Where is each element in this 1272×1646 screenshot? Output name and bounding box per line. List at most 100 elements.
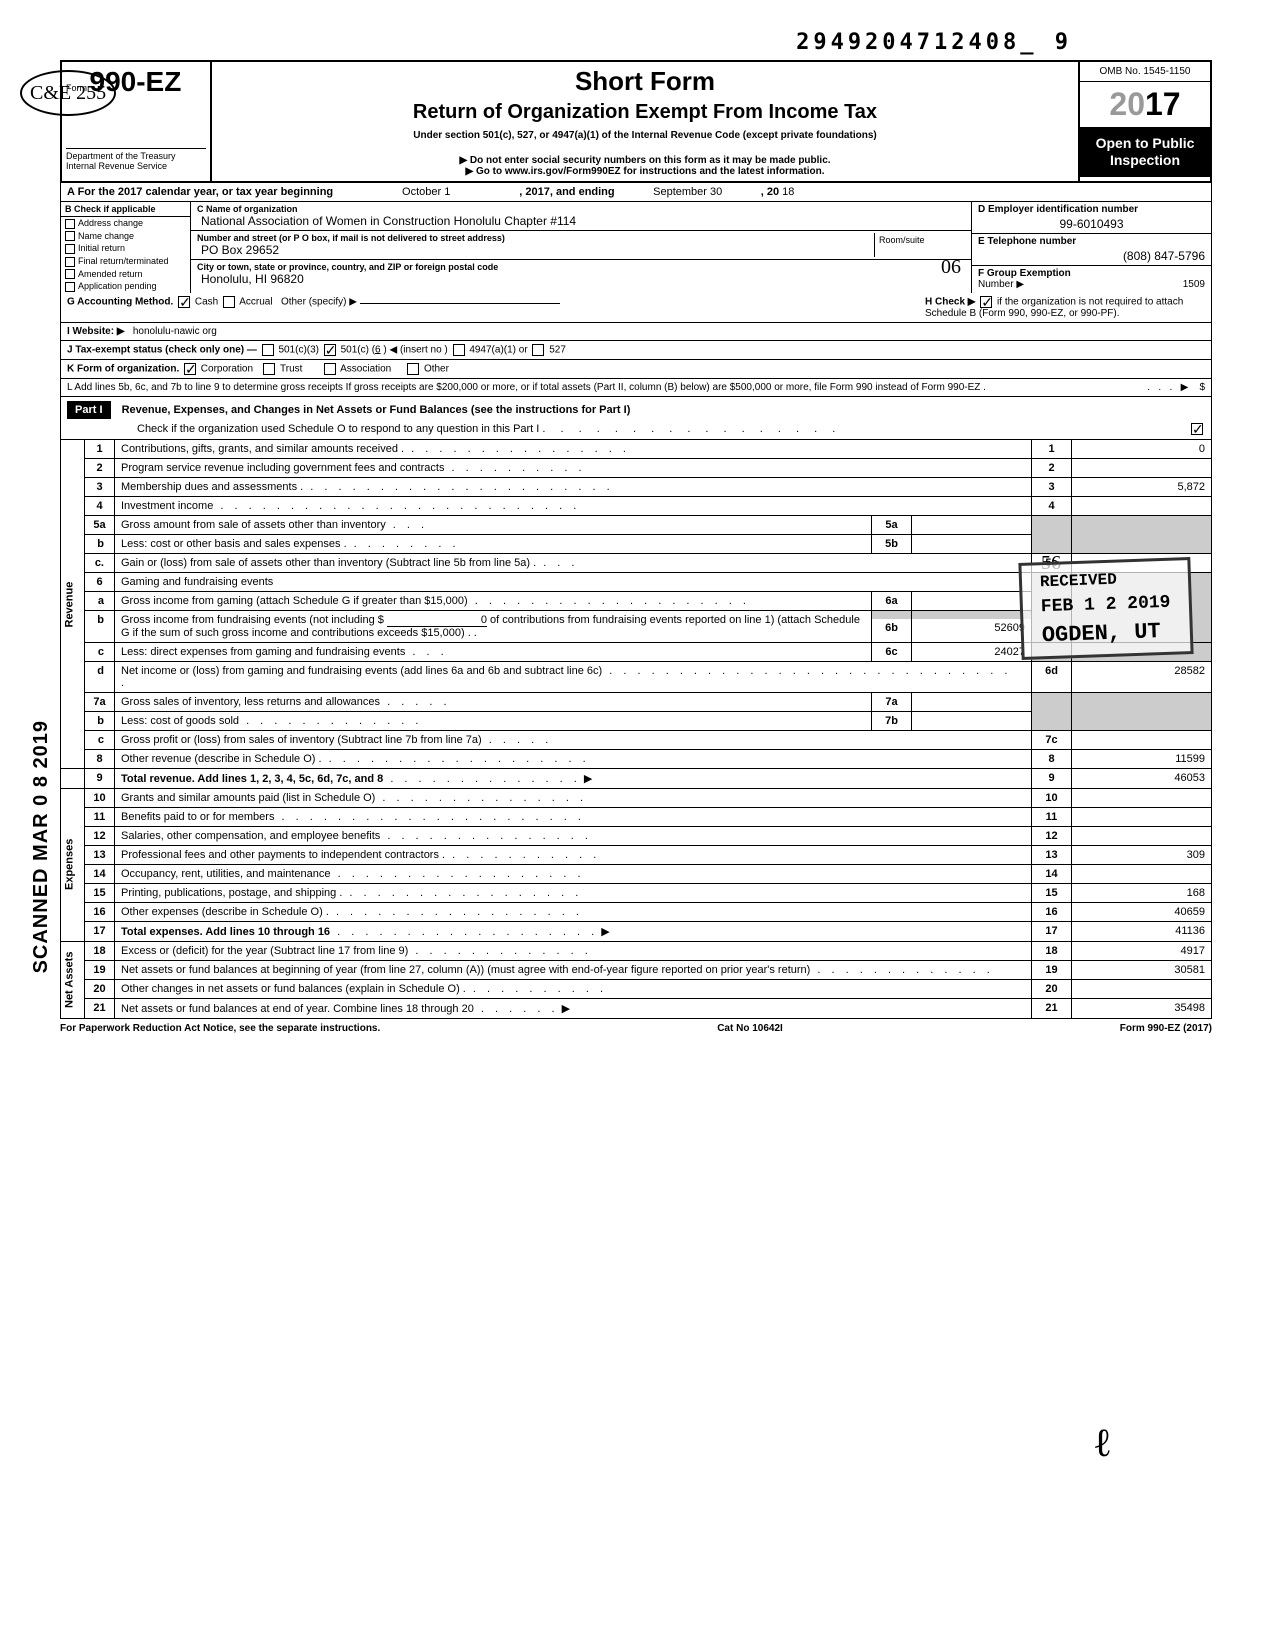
line2-value [1072,458,1212,477]
line7a-value [912,692,1032,711]
line10-value [1072,788,1212,807]
check-accrual[interactable] [223,296,235,308]
group-label: F Group Exemption [978,268,1071,279]
header-info-block: B Check if applicable Address change Nam… [60,202,1212,293]
row-l: L Add lines 5b, 6c, and 7b to line 9 to … [60,379,1212,397]
handwritten-city-note: 06 [941,256,961,279]
ssn-warning: ▶ Do not enter social security numbers o… [222,155,1068,166]
row-l-text: L Add lines 5b, 6c, and 7b to line 9 to … [67,382,986,393]
check-corp[interactable] [184,363,196,375]
row-a-tax-year: A For the 2017 calendar year, or tax yea… [60,183,1212,202]
line21-value: 35498 [1072,998,1212,1018]
501c-number: 6 [375,344,381,355]
check-name-change[interactable]: Name change [61,230,190,243]
handwritten-corner-note: C&E 255 [20,70,116,116]
check-address-change[interactable]: Address change [61,217,190,230]
line3-value: 5,872 [1072,477,1212,496]
org-name-label: C Name of organization [197,204,965,214]
section-b-header: B Check if applicable [61,202,190,217]
phone-value: (808) 847-5796 [978,247,1205,263]
part1-table: Revenue 1 Contributions, gifts, grants, … [60,440,1212,1019]
netassets-label: Net Assets [61,941,85,1018]
footer-left: For Paperwork Reduction Act Notice, see … [60,1023,380,1034]
check-schedule-o[interactable] [1191,423,1203,435]
check-app-pending[interactable]: Application pending [61,280,190,293]
check-trust[interactable] [263,363,275,375]
open-to-public: Open to Public Inspection [1080,127,1210,177]
check-final-return[interactable]: Final return/terminated [61,255,190,268]
line6a-value [912,591,1032,610]
line17-value: 41136 [1072,921,1212,941]
line16-value: 40659 [1072,902,1212,921]
received-location: OGDEN, UT [1042,619,1172,649]
tax-year-begin: October 1 [336,186,516,198]
row-a-label: A For the 2017 calendar year, or tax yea… [67,186,333,198]
row-i: I Website: ▶ honolulu-nawic org [60,323,1212,341]
line20-value [1072,979,1212,998]
row-k-label: K Form of organization. [67,363,179,374]
row-k: K Form of organization. Corporation Trus… [60,360,1212,379]
line12-value [1072,826,1212,845]
year-prefix: 20 [1109,86,1145,122]
line4-value [1072,496,1212,515]
line11-value [1072,807,1212,826]
city-label: City or town, state or province, country… [197,262,965,272]
form-title: Short Form [222,66,1068,97]
year-value: 17 [1145,86,1181,122]
check-h[interactable] [980,296,992,308]
org-name-value: National Association of Women in Constru… [197,214,965,228]
ein-value: 99-6010493 [978,215,1205,231]
omb-number: OMB No. 1545-1150 [1080,62,1210,82]
check-527[interactable] [532,344,544,356]
line6c-value: 24027 [912,642,1032,661]
check-cash[interactable] [178,296,190,308]
tax-year-end-month: September 30 [618,186,758,198]
phone-label: E Telephone number [978,236,1076,247]
line19-value: 30581 [1072,960,1212,979]
footer-mid: Cat No 10642I [717,1023,783,1034]
check-amended[interactable]: Amended return [61,268,190,281]
form-subtitle: Return of Organization Exempt From Incom… [222,101,1068,124]
line8-value: 11599 [1072,749,1212,768]
check-other-org[interactable] [407,363,419,375]
received-stamp: RECEIVED FEB 1 2 2019 OGDEN, UT [1019,557,1194,660]
city-value: Honolulu, HI 96820 [197,272,965,286]
street-value: PO Box 29652 [197,243,874,257]
check-501c3[interactable] [262,344,274,356]
group-value: 1509 [1183,279,1205,290]
street-label: Number and street (or P O box, if mail i… [197,233,874,243]
check-initial-return[interactable]: Initial return [61,242,190,255]
check-4947[interactable] [453,344,465,356]
form-header: Form 990-EZ Department of the Treasury I… [60,60,1212,183]
line1-value: 0 [1072,440,1212,459]
dept-treasury: Department of the Treasury Internal Reve… [66,148,206,171]
document-code: 2949204712408_ 9 [796,30,1072,55]
line15-value: 168 [1072,883,1212,902]
under-section: Under section 501(c), 527, or 4947(a)(1)… [222,130,1068,141]
line14-value [1072,864,1212,883]
row-g-label: G Accounting Method. [67,296,173,307]
row-a-mid: , 2017, and ending [519,186,614,198]
website-value: honolulu-nawic org [133,326,217,337]
row-h-label: H Check ▶ [925,296,975,307]
row-j: J Tax-exempt status (check only one) — 5… [60,341,1212,360]
line5b-value [912,534,1032,553]
tax-year-end: 18 [782,186,794,198]
goto-url: ▶ Go to www.irs.gov/Form990EZ for instru… [222,166,1068,177]
line6b-value: 52609 [912,619,1032,643]
row-j-label: J Tax-exempt status (check only one) — [67,344,257,355]
revenue-label: Revenue [61,440,85,769]
line18-value: 4917 [1072,941,1212,960]
row-g-h: G Accounting Method. Cash Accrual Other … [60,293,1212,323]
group-sub-label: Number ▶ [978,279,1024,290]
scanned-stamp: SCANNED MAR 0 8 2019 [30,720,53,973]
footer-right: Form 990-EZ (2017) [1120,1023,1212,1034]
part1-title: Revenue, Expenses, and Changes in Net As… [122,404,631,416]
row-i-label: I Website: ▶ [67,326,125,337]
check-assoc[interactable] [324,363,336,375]
page-footer: For Paperwork Reduction Act Notice, see … [60,1019,1212,1038]
check-501c[interactable] [324,344,336,356]
part1-label: Part I [67,401,111,419]
line13-value: 309 [1072,845,1212,864]
part1-header-row: Part I Revenue, Expenses, and Changes in… [60,397,1212,440]
